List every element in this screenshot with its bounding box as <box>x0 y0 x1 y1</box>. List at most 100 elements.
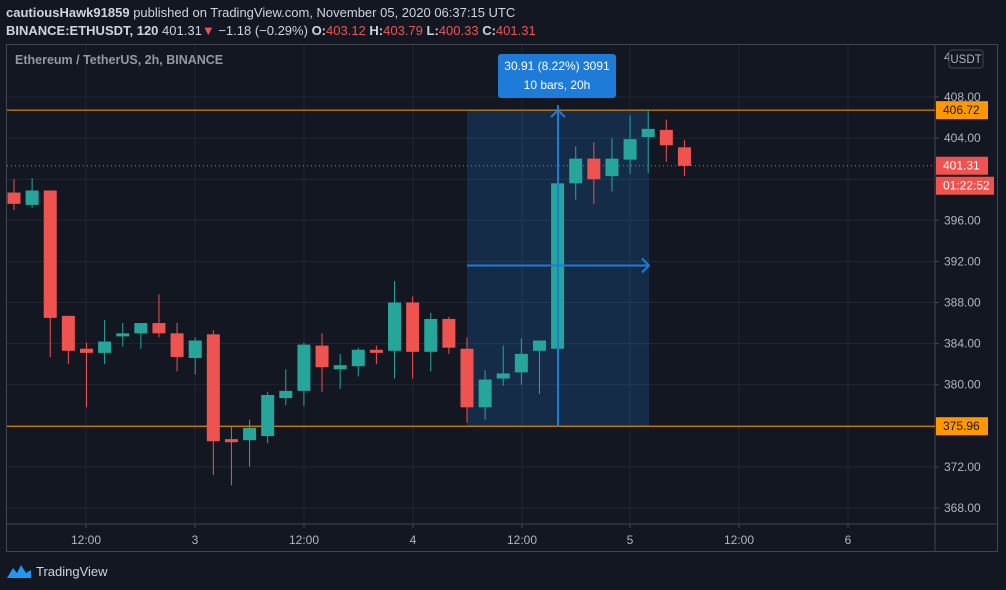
chart-title: Ethereum / TetherUS, 2h, BINANCE <box>15 53 224 67</box>
publish-header: cautiousHawk91859 published on TradingVi… <box>6 4 536 40</box>
price-tick-label: 408.00 <box>944 90 981 104</box>
candle[interactable] <box>623 115 637 175</box>
candle[interactable] <box>279 369 293 406</box>
brand-label: TradingView <box>36 563 108 579</box>
price-tick-label: 388.00 <box>944 296 981 310</box>
tradingview-logo-icon <box>7 565 31 578</box>
symbol-label: BINANCE:ETHUSDT, 120 <box>6 23 159 38</box>
candle[interactable] <box>206 330 220 476</box>
candle[interactable] <box>152 294 166 338</box>
chart-frame <box>6 44 998 552</box>
candle-body <box>659 129 673 146</box>
measure-tooltip-line2: 10 bars, 20h <box>524 78 591 92</box>
candle[interactable] <box>569 146 583 200</box>
down-triangle-icon: ▼ <box>201 23 215 38</box>
candle[interactable] <box>224 426 238 486</box>
candlestick-chart[interactable]: 30.91 (8.22%) 3091 10 bars, 20h 368.00 372.… <box>0 0 1006 560</box>
candle[interactable] <box>587 142 601 204</box>
candle[interactable] <box>514 338 528 385</box>
author-name[interactable]: cautiousHawk91859 <box>6 5 130 20</box>
price-tick-label: 380.00 <box>944 378 981 392</box>
last-price-tag-text: 401.31 <box>943 159 980 173</box>
candle[interactable] <box>134 323 148 349</box>
candle[interactable] <box>7 179 21 211</box>
arrow-up-icon <box>550 108 566 118</box>
candle[interactable] <box>659 119 673 162</box>
candle-body <box>315 345 329 368</box>
arrow-right-icon <box>641 257 651 274</box>
candle-body <box>134 323 148 334</box>
candle[interactable] <box>79 342 93 408</box>
countdown-tag-text: 01:22:52 <box>943 179 990 193</box>
candle-body <box>514 353 528 373</box>
candle-body <box>279 390 293 399</box>
close-label: C: <box>482 23 496 38</box>
candle[interactable] <box>532 340 546 394</box>
candle[interactable] <box>98 319 112 365</box>
candle-body <box>25 190 39 205</box>
countdown-tag <box>936 176 994 195</box>
currency-badge[interactable] <box>948 49 984 69</box>
candle[interactable] <box>460 337 474 423</box>
candle[interactable] <box>351 347 365 377</box>
time-tick-label: 6 <box>845 533 852 547</box>
candle-body <box>388 302 402 351</box>
candle-body <box>351 349 365 367</box>
candle-body <box>7 192 21 204</box>
candle[interactable] <box>641 109 655 174</box>
low-label: L: <box>426 23 439 38</box>
candle-body <box>152 323 166 334</box>
upper-line-price-tag-text: 406.72 <box>943 103 980 117</box>
upper-line-price-tag <box>936 101 988 120</box>
candle[interactable] <box>243 419 257 467</box>
candle[interactable] <box>424 312 438 372</box>
publish-line: cautiousHawk91859 published on TradingVi… <box>6 4 536 22</box>
candle[interactable] <box>406 296 420 379</box>
candle[interactable] <box>677 140 691 177</box>
candle[interactable] <box>116 323 130 347</box>
candle[interactable] <box>605 138 619 192</box>
candle[interactable] <box>369 345 383 365</box>
open-value: 403.12 <box>326 23 366 38</box>
candle-body <box>677 147 691 166</box>
candle[interactable] <box>188 337 202 375</box>
last-price: 401.31 <box>162 23 202 38</box>
candle-body <box>460 348 474 408</box>
high-label: H: <box>369 23 384 38</box>
candle-body <box>406 302 420 352</box>
price-change: −1.18 (−0.29%) <box>218 23 308 38</box>
candle-body <box>43 190 57 318</box>
candle[interactable] <box>478 370 492 420</box>
tradingview-brand[interactable]: TradingView <box>6 563 108 579</box>
time-tick-label: 4 <box>410 533 417 547</box>
time-tick-label: 12:00 <box>71 533 101 547</box>
candle-body <box>116 333 130 337</box>
candle-body <box>496 373 510 379</box>
candle[interactable] <box>442 316 456 354</box>
candle[interactable] <box>61 315 75 365</box>
candle[interactable] <box>496 345 510 386</box>
candle[interactable] <box>297 342 311 407</box>
candle-body <box>333 365 347 370</box>
lower-line-price-tag-text: 375.96 <box>943 419 980 433</box>
candle[interactable] <box>388 280 402 379</box>
candle[interactable] <box>170 323 184 372</box>
candle[interactable] <box>333 353 347 389</box>
price-tick-label: 368.00 <box>944 501 981 515</box>
candle[interactable] <box>43 190 57 357</box>
candle-body <box>79 348 93 353</box>
candle-body <box>424 318 438 352</box>
candle-body <box>98 341 112 353</box>
published-text: published on TradingView.com, November 0… <box>133 5 516 20</box>
time-tick-label: 5 <box>627 533 634 547</box>
candle[interactable] <box>315 333 329 392</box>
last-price-tag <box>936 156 988 175</box>
candle-body <box>587 158 601 180</box>
measure-tooltip-line1: 30.91 (8.22%) 3091 <box>504 59 610 73</box>
candle[interactable] <box>261 391 275 444</box>
candle-body <box>188 340 202 358</box>
time-tick-label: 12:00 <box>289 533 319 547</box>
low-value: 400.33 <box>438 23 479 38</box>
close-value: 401.31 <box>495 23 536 38</box>
candle[interactable] <box>25 178 39 208</box>
